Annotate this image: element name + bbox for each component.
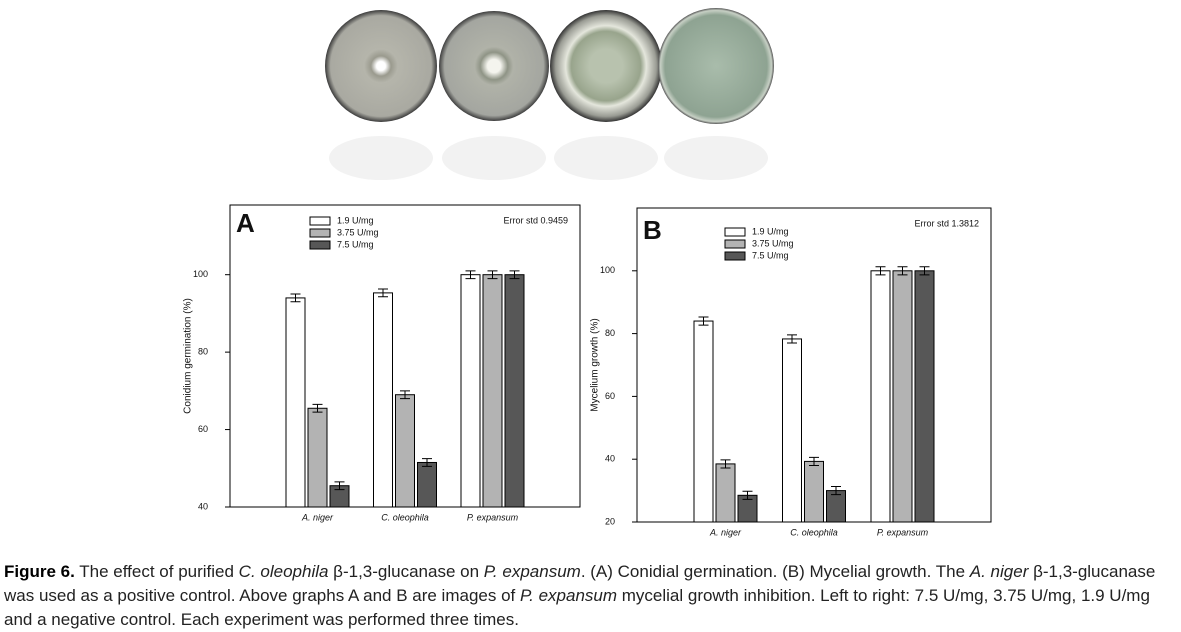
annotation: Error std 1.3812 bbox=[914, 218, 979, 228]
y-axis-title: Conidium germination (%) bbox=[183, 298, 194, 414]
error-bar bbox=[422, 458, 432, 467]
y-tick-label: 60 bbox=[198, 424, 208, 434]
y-axis-title: Mycelium growth (%) bbox=[590, 318, 601, 411]
caption: Figure 6. The effect of purified C. oleo… bbox=[4, 560, 1180, 632]
bar bbox=[892, 270, 913, 523]
panel-label: B bbox=[643, 215, 662, 245]
error-bar bbox=[698, 316, 709, 326]
error-bar bbox=[312, 403, 323, 413]
legend-swatch bbox=[309, 216, 331, 226]
caption-text: . (A) Conidial germination. (B) Mycelial… bbox=[580, 562, 970, 581]
legend-label: 7.5 U/mg bbox=[337, 239, 374, 249]
error-bar bbox=[465, 270, 476, 280]
error-bar bbox=[919, 266, 930, 276]
error-bar bbox=[897, 266, 908, 276]
caption-text: β-1,3-glucanase was used as a positive c… bbox=[4, 562, 1156, 605]
petri-dishes bbox=[325, 8, 774, 180]
caption-species: A. niger bbox=[969, 562, 1029, 581]
error-bar bbox=[720, 459, 731, 469]
bar bbox=[482, 274, 503, 508]
legend-label: 3.75 U/mg bbox=[337, 227, 379, 237]
bar bbox=[804, 460, 824, 523]
x-tick-label: P. expansum bbox=[467, 512, 519, 522]
dish-reflection bbox=[329, 136, 433, 180]
dish bbox=[439, 11, 549, 121]
annotation: Error std 0.9459 bbox=[503, 215, 568, 225]
bar bbox=[826, 490, 846, 523]
legend-swatch bbox=[309, 228, 331, 238]
caption-text: β-1,3-glucanase on bbox=[328, 562, 484, 581]
bar bbox=[715, 463, 736, 523]
legend-swatch bbox=[724, 251, 746, 261]
dish bbox=[325, 10, 437, 122]
bar bbox=[285, 297, 306, 508]
caption-label: Figure 6. bbox=[4, 562, 75, 581]
legend-swatch bbox=[724, 227, 746, 237]
error-bar bbox=[487, 270, 498, 280]
y-tick-label: 40 bbox=[605, 454, 615, 464]
error-bar bbox=[831, 486, 841, 496]
x-tick-label: C. oleophila bbox=[381, 512, 429, 522]
y-tick-label: 100 bbox=[193, 269, 208, 279]
bar bbox=[870, 270, 891, 523]
caption-species: P. expansum bbox=[483, 562, 581, 581]
dish-reflection bbox=[664, 136, 768, 180]
error-bar bbox=[290, 293, 301, 303]
figure: 40 60 80 100 Conidium germination (%) A. nige… bbox=[183, 8, 992, 537]
y-tick-label: 60 bbox=[605, 391, 615, 401]
plot-frame bbox=[636, 207, 992, 523]
y-tick-label: 100 bbox=[600, 265, 615, 275]
legend-swatch bbox=[309, 240, 331, 250]
error-bar bbox=[509, 270, 520, 280]
error-bar bbox=[334, 481, 345, 491]
bar bbox=[395, 394, 415, 508]
bar bbox=[373, 292, 393, 508]
y-tick-label: 80 bbox=[605, 328, 615, 338]
error-bar bbox=[742, 490, 753, 500]
caption-text: mycelial growth inhibition. Left to righ… bbox=[4, 586, 1150, 629]
dish bbox=[550, 10, 662, 122]
legend-label: 3.75 U/mg bbox=[752, 238, 794, 248]
error-bar bbox=[787, 334, 797, 344]
legend-label: 1.9 U/mg bbox=[337, 215, 374, 225]
bar bbox=[504, 274, 525, 508]
error-bar bbox=[378, 288, 388, 298]
x-tick-label: A. niger bbox=[301, 512, 334, 522]
x-tick-label: P. expansum bbox=[877, 527, 929, 537]
y-tick-label: 40 bbox=[198, 501, 208, 511]
bar bbox=[460, 274, 481, 508]
x-tick-label: C. oleophila bbox=[790, 527, 838, 537]
panel-label: A bbox=[236, 208, 255, 238]
bar bbox=[914, 270, 935, 523]
y-tick-label: 80 bbox=[198, 347, 208, 357]
legend-label: 7.5 U/mg bbox=[752, 250, 789, 260]
bar bbox=[307, 407, 328, 508]
caption-species: C. oleophila bbox=[238, 562, 329, 581]
x-tick-label: A. niger bbox=[709, 527, 742, 537]
bar bbox=[782, 338, 802, 523]
y-tick-label: 20 bbox=[605, 516, 615, 526]
caption-species: P. expansum bbox=[519, 586, 618, 605]
bar bbox=[693, 320, 714, 523]
dish-reflection bbox=[442, 136, 546, 180]
error-bar bbox=[875, 266, 886, 276]
legend-label: 1.9 U/mg bbox=[752, 226, 789, 236]
dish bbox=[658, 8, 774, 124]
error-bar bbox=[400, 390, 410, 400]
dish-reflection bbox=[554, 136, 658, 180]
error-bar bbox=[809, 456, 819, 466]
legend-swatch bbox=[724, 239, 746, 249]
plot-frame bbox=[229, 204, 581, 508]
caption-text: The effect of purified bbox=[74, 562, 239, 581]
bar bbox=[417, 461, 437, 508]
